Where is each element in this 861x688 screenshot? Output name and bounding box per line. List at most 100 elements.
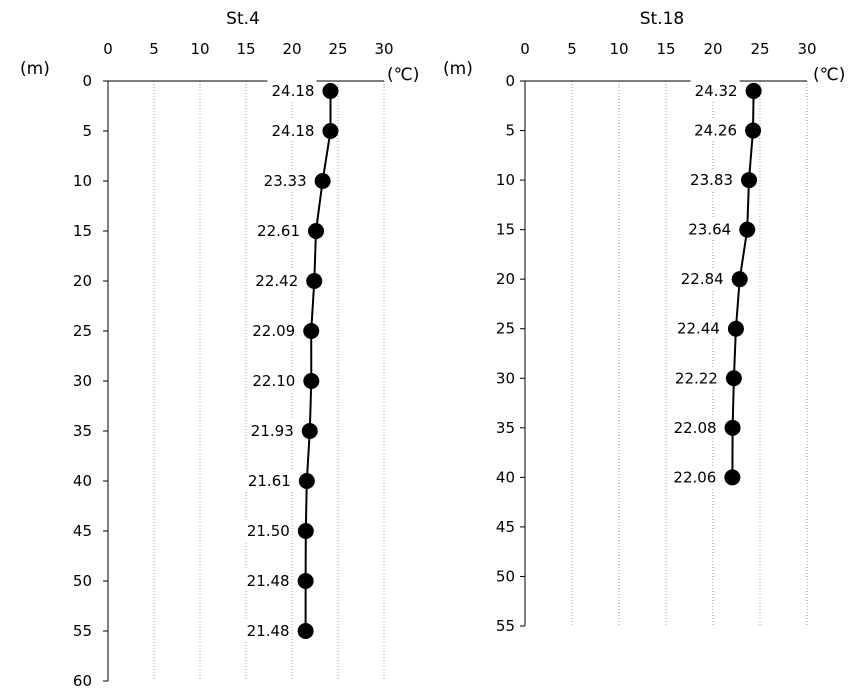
st18-data-label-bg: [670, 367, 720, 389]
st4-data-label: 21.50: [247, 522, 290, 540]
st18-data-label: 23.83: [690, 171, 733, 189]
st4-y-tick-label-40: 40: [73, 472, 92, 490]
st18-y-tick-label-0: 0: [505, 72, 515, 90]
st4-data-label: 21.48: [247, 572, 290, 590]
st18-data-label: 24.32: [695, 82, 738, 100]
st18-x-tick-label-10: 10: [609, 40, 628, 58]
st4-y-tick-label-20: 20: [73, 272, 92, 290]
st18-y-unit-label: (m): [443, 59, 473, 79]
st4-data-label: 21.93: [251, 422, 294, 440]
st4-data-point: [322, 123, 339, 139]
st18-x-tick-label-25: 25: [750, 40, 769, 58]
st4-data-label-bg: [242, 620, 292, 641]
st18-data-label-bg: [672, 317, 722, 339]
st18-data-point: [727, 320, 744, 337]
st4-x-tick-label-25: 25: [328, 40, 347, 58]
st4-data-point: [322, 83, 339, 99]
st18-data-point: [724, 419, 741, 436]
st4-series-line: [304, 91, 332, 631]
st4-data-point: [297, 573, 314, 589]
st18-y-tick-label-20: 20: [496, 270, 515, 288]
st4-data-point: [306, 273, 323, 289]
st4-data-point: [297, 623, 314, 639]
st4-data-label: 23.33: [264, 172, 307, 190]
st18-x-tick-label-20: 20: [703, 40, 722, 58]
st4-y-tick-label-60: 60: [73, 672, 92, 688]
st18-y-tick-label-35: 35: [496, 419, 515, 437]
st18-data-point: [731, 271, 748, 288]
st18-y-tick-label-10: 10: [496, 171, 515, 189]
st18-y-tick-label-45: 45: [496, 518, 515, 536]
st4-data-point: [298, 473, 315, 489]
st4-data-label: 24.18: [272, 122, 315, 140]
st18-x-tick-label-0: 0: [520, 40, 530, 58]
st18-y-tick-label-40: 40: [496, 468, 515, 486]
st4-data-label: 22.61: [257, 222, 300, 240]
st18-data-point: [745, 122, 762, 139]
st18-data-label: 22.06: [673, 468, 716, 486]
st4-data-label-bg: [267, 120, 317, 141]
st4-y-tick-label-25: 25: [73, 322, 92, 340]
st4-y-tick-label-35: 35: [73, 422, 92, 440]
st4-chart-title: St.4: [226, 9, 260, 29]
st18-data-point: [741, 172, 758, 189]
st4-y-tick-label-0: 0: [82, 72, 92, 90]
st18-y-tick-label-30: 30: [496, 369, 515, 387]
st4-x-tick-label-30: 30: [374, 40, 393, 58]
st18-y-tick-label-50: 50: [496, 567, 515, 585]
st18-y-tick-label-55: 55: [496, 617, 515, 635]
st18-data-point: [745, 82, 762, 99]
st18-data-label-bg: [669, 416, 719, 438]
st4-data-point: [297, 523, 314, 539]
st4-data-label: 22.09: [252, 322, 295, 340]
st18-data-label: 24.26: [694, 122, 737, 140]
st4-y-tick-label-50: 50: [73, 572, 92, 590]
st4-y-tick-label-15: 15: [73, 222, 92, 240]
st18-x-tick-label-5: 5: [567, 40, 577, 58]
st4-data-label: 21.48: [247, 622, 290, 640]
st18-x-tick-label-15: 15: [656, 40, 675, 58]
st18-y-tick-label-5: 5: [505, 122, 515, 140]
st18-y-tick-label-25: 25: [496, 320, 515, 338]
st4-data-label-bg: [253, 220, 303, 241]
st4-x-tick-label-10: 10: [190, 40, 209, 58]
st18-data-label-bg: [690, 119, 740, 141]
st4-data-label: 24.18: [272, 82, 315, 100]
st18-data-point: [739, 221, 756, 238]
st4-data-point: [301, 423, 318, 439]
st4-x-tick-label-15: 15: [236, 40, 255, 58]
st18-data-label: 22.22: [675, 369, 718, 387]
st18-data-label-bg: [669, 466, 719, 488]
st4-x-tick-label-5: 5: [149, 40, 159, 58]
st4-data-label: 22.42: [255, 272, 298, 290]
st4-data-label-bg: [248, 320, 298, 341]
st4-data-point: [308, 223, 325, 239]
st4-y-tick-label-5: 5: [82, 122, 92, 140]
st18-data-label: 22.44: [677, 320, 720, 338]
st4-data-label-bg: [248, 370, 298, 391]
st18-data-label-bg: [690, 79, 740, 101]
st4-y-tick-label-30: 30: [73, 372, 92, 390]
st4-y-unit-label: (m): [20, 59, 50, 79]
st4-x-unit-label: (℃): [387, 65, 419, 85]
st18-data-label-bg: [686, 169, 736, 191]
st4-data-label-bg: [259, 170, 309, 191]
st4-data-label: 21.61: [248, 472, 291, 490]
st18-data-label: 22.84: [681, 270, 724, 288]
st4-data-label-bg: [242, 520, 292, 541]
st18-x-unit-label: (℃): [813, 65, 845, 85]
st18-chart-title: St.18: [640, 9, 685, 29]
st4-data-label: 22.10: [252, 372, 295, 390]
st18-data-label: 23.64: [688, 221, 731, 239]
st4-y-tick-label-10: 10: [73, 172, 92, 190]
st4-data-label-bg: [246, 420, 296, 441]
st4-data-label-bg: [267, 80, 317, 101]
st18-data-point: [725, 370, 742, 387]
st18-x-tick-label-30: 30: [797, 40, 816, 58]
st18-data-label-bg: [684, 218, 734, 240]
st4-data-label-bg: [243, 470, 293, 491]
st18-data-label: 22.08: [674, 419, 717, 437]
st4-x-tick-label-20: 20: [282, 40, 301, 58]
st4-y-tick-label-45: 45: [73, 522, 92, 540]
